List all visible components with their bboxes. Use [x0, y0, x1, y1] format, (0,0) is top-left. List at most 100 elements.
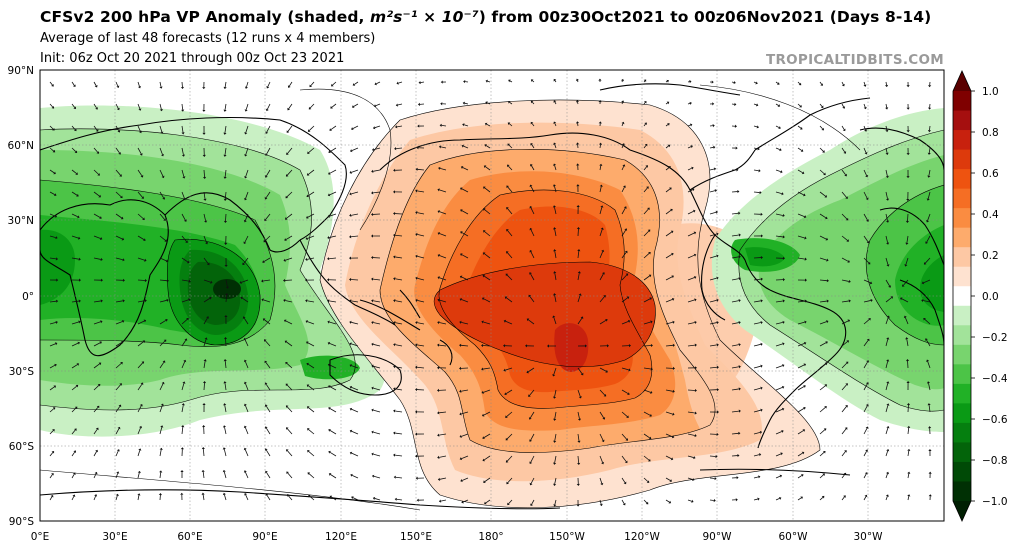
wind-vector: [577, 455, 580, 464]
wind-vector: [928, 147, 931, 153]
wind-vector-head: [306, 406, 310, 409]
wind-vector-head: [307, 151, 310, 154]
wind-vector: [203, 169, 205, 178]
wind-vector-head: [755, 81, 758, 85]
wind-vector-head: [180, 470, 184, 473]
wind-vector: [483, 455, 491, 461]
wind-vector-head: [803, 193, 806, 197]
wind-vector-head: [623, 206, 627, 209]
wind-vector: [463, 124, 469, 127]
wind-vector: [439, 211, 447, 215]
wind-vector-head: [374, 82, 377, 86]
wind-vector-head: [886, 359, 890, 362]
wind-vector-head: [868, 318, 871, 321]
wind-vector-head: [181, 154, 186, 157]
wind-vector-head: [576, 163, 580, 166]
wind-vector: [309, 495, 315, 501]
wind-vector: [93, 257, 101, 260]
graticule: [40, 70, 944, 521]
wind-vector-head: [692, 209, 696, 213]
wind-vector-head: [415, 410, 418, 414]
wind-vector-head: [54, 363, 57, 367]
wind-vector-head: [716, 432, 719, 436]
wind-vector-head: [415, 232, 418, 236]
wind-vector-head: [437, 455, 440, 459]
wind-vector-head: [906, 130, 910, 133]
wind-vector: [93, 451, 97, 457]
wind-vector-head: [826, 279, 829, 283]
wind-vector: [71, 342, 79, 347]
wind-vector-head: [159, 447, 163, 450]
wind-vector-head: [264, 404, 268, 407]
wind-vector: [554, 295, 557, 303]
wind-vector: [461, 321, 469, 325]
wind-vector: [307, 342, 315, 347]
wind-vector: [863, 300, 871, 303]
lon-label-150w: 150°W: [549, 531, 585, 543]
wind-vector: [417, 212, 425, 215]
wind-vector-head: [461, 144, 465, 148]
wind-vector: [599, 144, 601, 149]
wind-vector-head: [925, 338, 928, 341]
wind-vector: [797, 125, 802, 129]
wind-vector-head: [349, 192, 352, 196]
wind-vector: [753, 365, 761, 369]
wind-vector-head: [504, 392, 507, 396]
wind-vector: [643, 477, 649, 482]
lat-label-90n: 90°N: [8, 65, 34, 77]
wind-vector: [71, 451, 76, 457]
wind-vector-head: [371, 277, 374, 281]
wind-vector-head: [627, 392, 630, 395]
wind-vector-head: [144, 299, 147, 303]
wind-vector: [265, 427, 271, 435]
wind-vector-head: [51, 450, 55, 454]
wind-vector: [775, 169, 781, 173]
wind-vector-head: [437, 343, 440, 347]
wind-vector: [245, 103, 249, 110]
wind-vector: [395, 344, 403, 347]
wind-vector: [841, 191, 847, 198]
wind-vector-head: [781, 407, 785, 411]
wind-vector: [351, 213, 359, 216]
wind-vector: [709, 255, 717, 259]
wind-vector-head: [576, 205, 580, 208]
wind-vector: [927, 213, 931, 221]
wind-vector-head: [482, 274, 486, 278]
wind-vector: [507, 186, 513, 193]
wind-vector: [137, 147, 142, 155]
wind-vector-head: [51, 84, 54, 87]
wind-vector-head: [222, 492, 226, 496]
wind-vector: [484, 209, 491, 215]
wind-vector: [115, 103, 119, 109]
wind-vector-head: [76, 363, 80, 366]
wind-vector: [137, 257, 145, 261]
wind-vector: [753, 147, 758, 150]
wind-vector: [461, 254, 469, 259]
wind-vector: [159, 213, 165, 220]
lon-label-60e: 60°E: [177, 531, 202, 543]
wind-vector-head: [621, 121, 625, 125]
wind-vector-head: [824, 384, 828, 387]
wind-vector-head: [73, 450, 77, 453]
colorbar-label-1.0: 1.0: [982, 86, 999, 98]
wind-vector: [819, 191, 826, 197]
lon-label-30e: 30°E: [102, 531, 127, 543]
wind-vector-head: [121, 340, 124, 344]
wind-vector: [440, 499, 447, 502]
wind-vector-head: [116, 107, 120, 111]
wind-vector-head: [352, 83, 356, 86]
wind-vector-head: [552, 374, 556, 377]
wind-vector-head: [553, 462, 557, 465]
wind-vector-head: [649, 413, 652, 417]
wind-vector-head: [72, 472, 76, 475]
wind-vector: [885, 125, 888, 131]
wind-vector-head: [460, 187, 463, 191]
wind-vector-head: [222, 469, 226, 473]
wind-vector: [885, 339, 889, 347]
wind-vector: [93, 147, 99, 153]
wind-vector-head: [800, 496, 803, 500]
wind-vector-head: [243, 241, 247, 245]
wind-vector-head: [438, 145, 442, 149]
wind-vector: [93, 235, 101, 239]
wind-vector-head: [782, 364, 785, 368]
